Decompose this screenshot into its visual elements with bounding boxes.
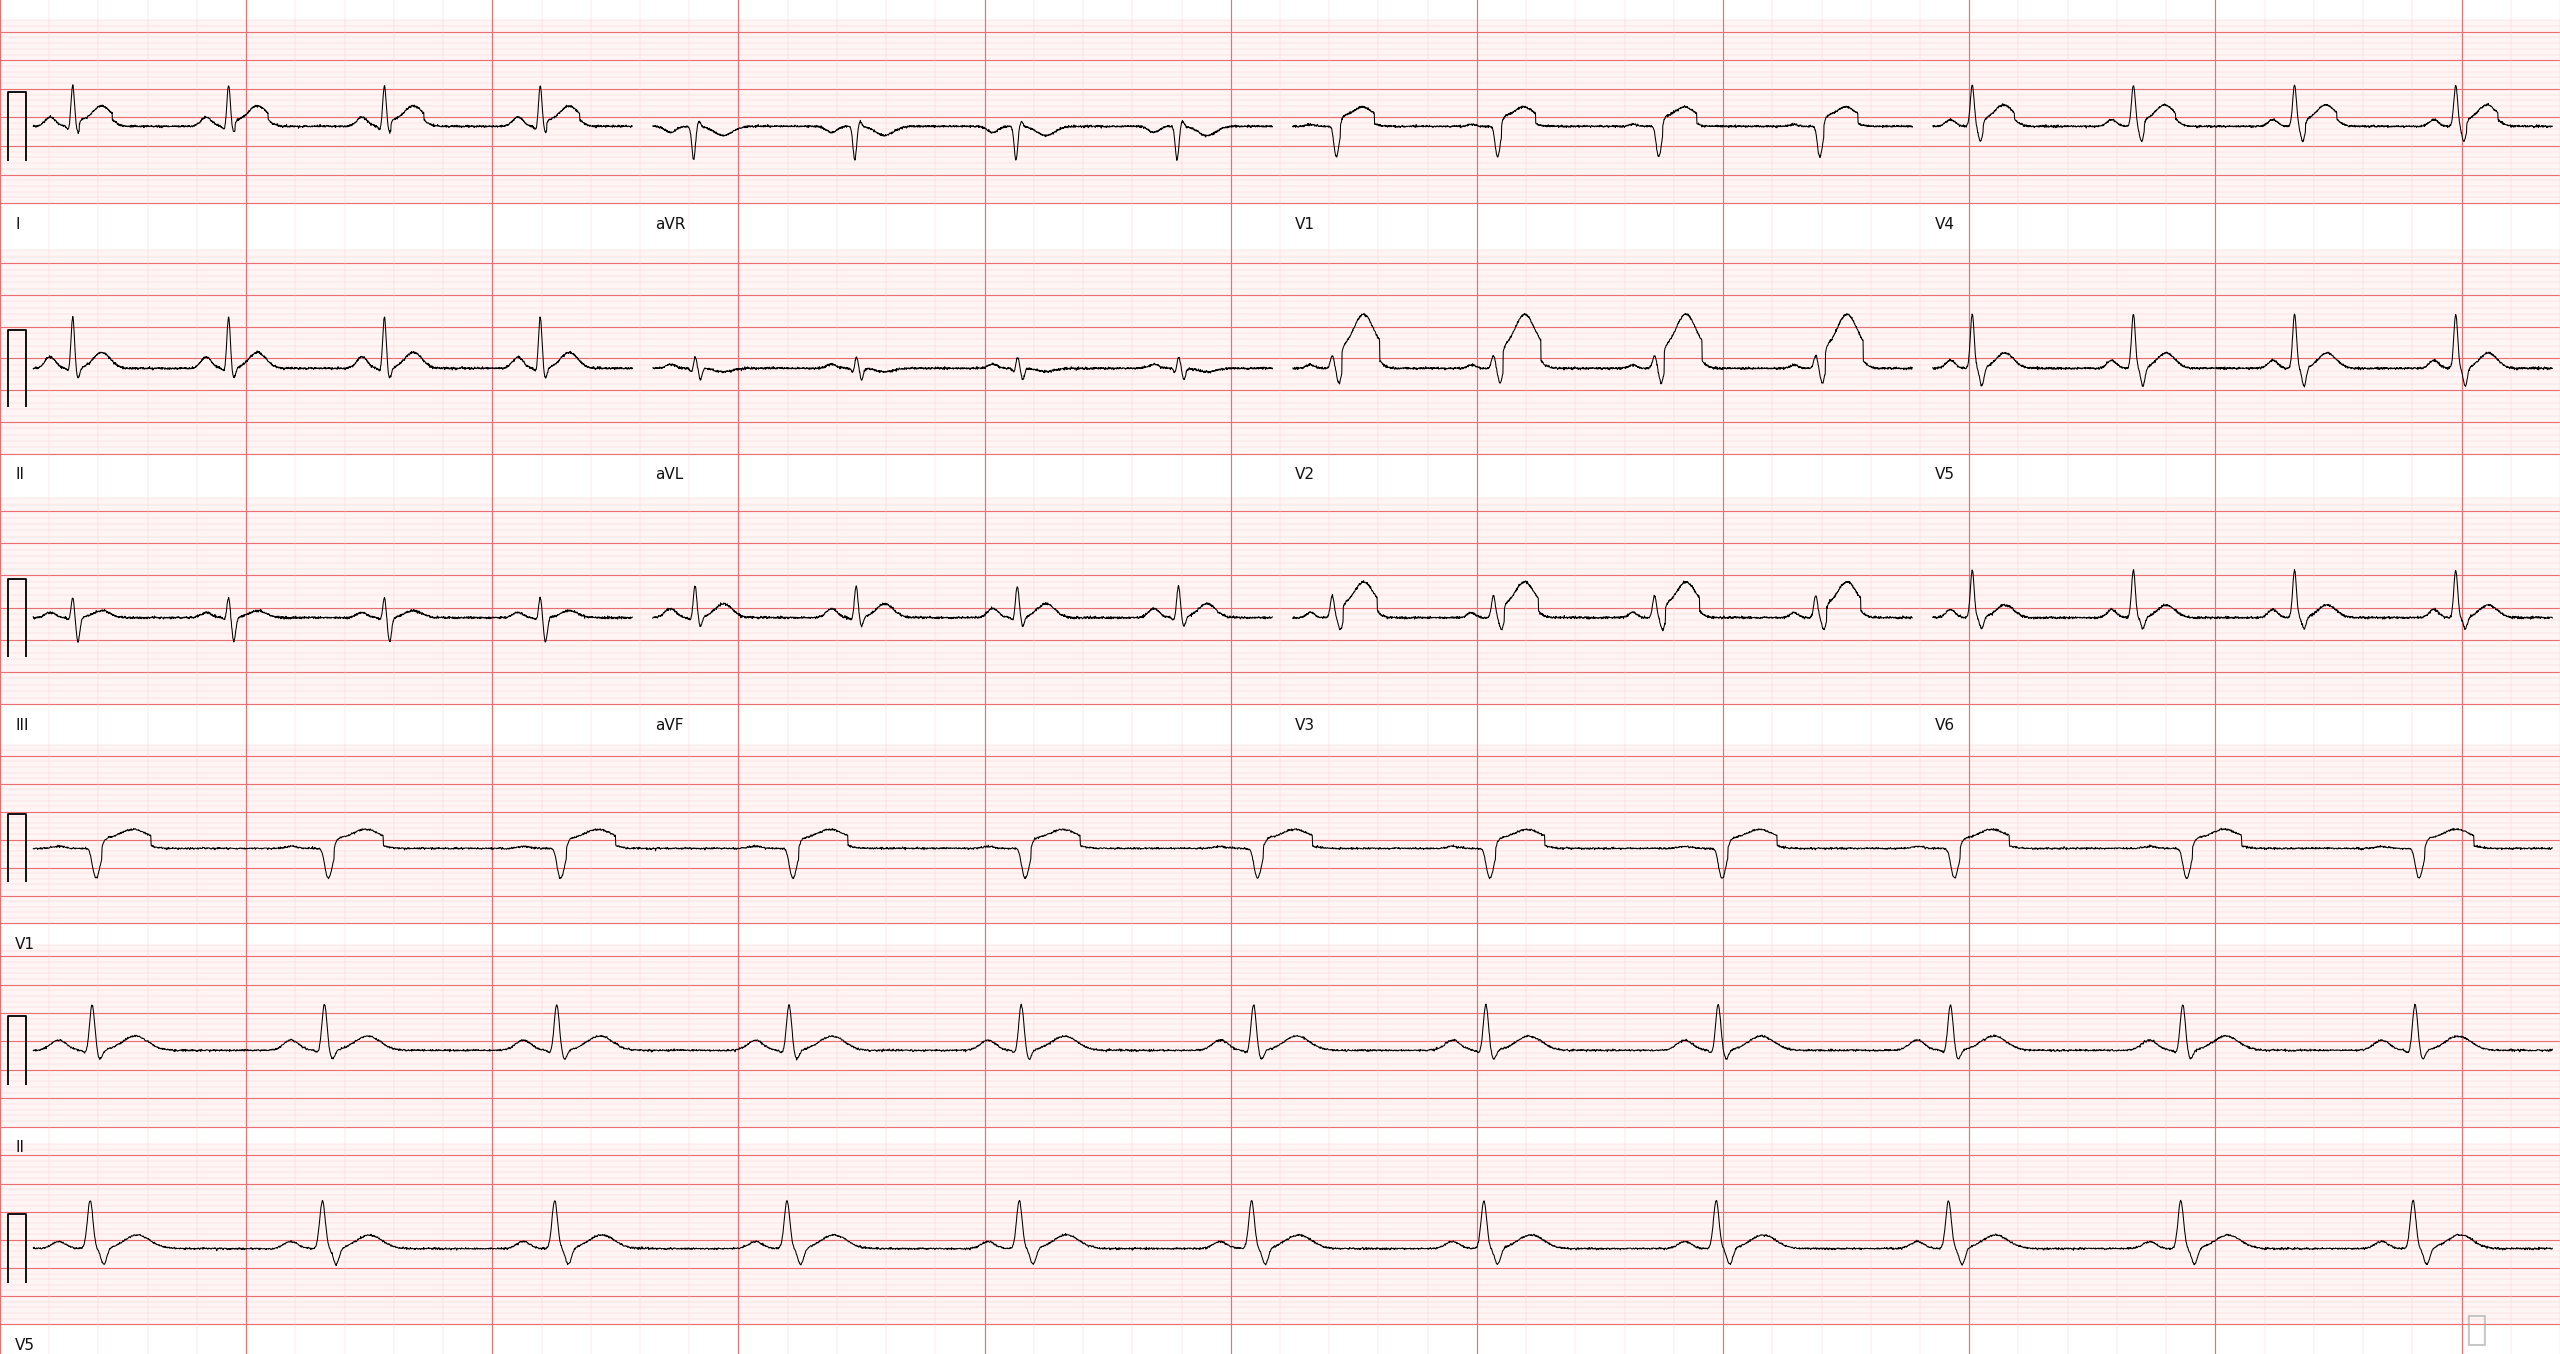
Text: V3: V3 xyxy=(1295,718,1316,733)
Text: aVL: aVL xyxy=(655,467,684,482)
Bar xyxy=(0,250,2560,454)
Text: 🐂: 🐂 xyxy=(2465,1312,2486,1347)
Text: II: II xyxy=(15,1140,26,1155)
Text: V1: V1 xyxy=(15,937,36,952)
Text: V6: V6 xyxy=(1935,718,1956,733)
Text: V4: V4 xyxy=(1935,217,1956,232)
Text: aVR: aVR xyxy=(655,217,686,232)
Text: III: III xyxy=(15,718,28,733)
Bar xyxy=(0,945,2560,1127)
Text: V1: V1 xyxy=(1295,217,1316,232)
Text: aVF: aVF xyxy=(655,718,684,733)
Text: V2: V2 xyxy=(1295,467,1316,482)
Text: II: II xyxy=(15,467,26,482)
Bar xyxy=(0,1144,2560,1324)
Text: I: I xyxy=(15,217,20,232)
Bar xyxy=(0,20,2560,203)
Text: V5: V5 xyxy=(1935,467,1956,482)
Bar xyxy=(0,745,2560,923)
Bar xyxy=(0,498,2560,704)
Text: V5: V5 xyxy=(15,1338,36,1353)
